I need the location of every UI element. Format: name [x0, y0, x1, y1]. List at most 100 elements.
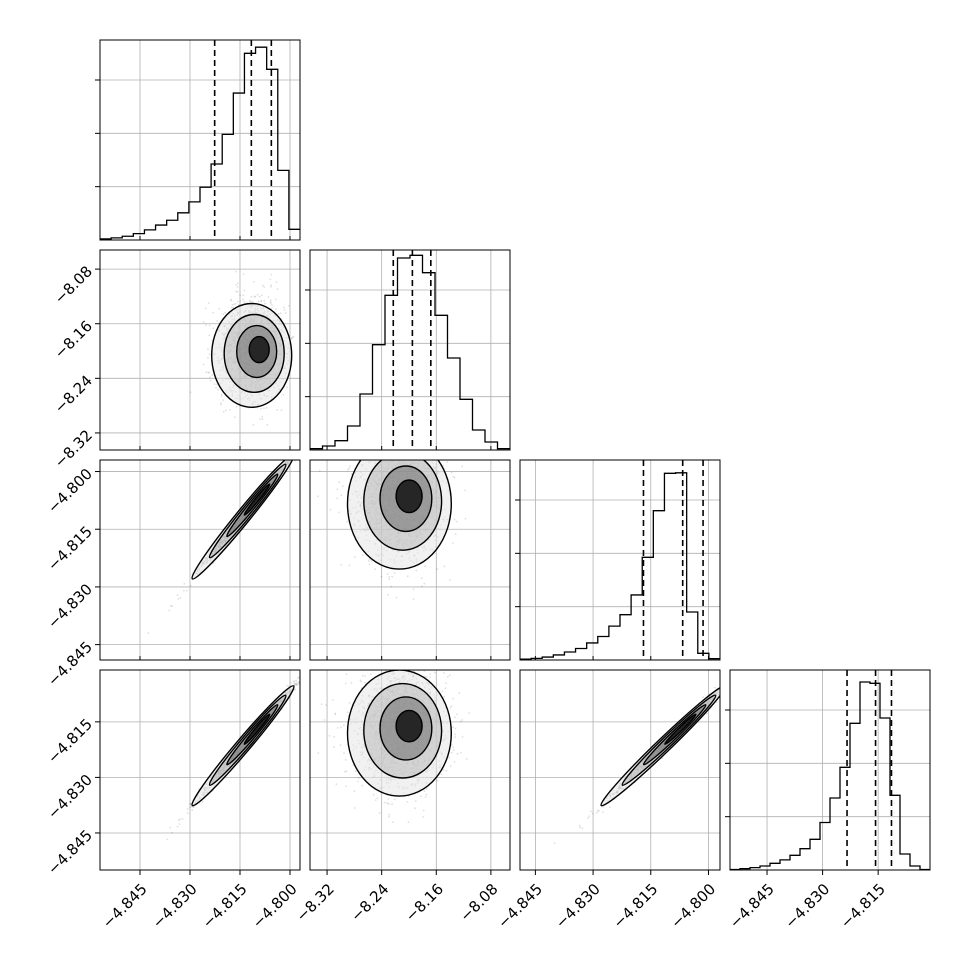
scatter-point: [252, 280, 255, 283]
scatter-point: [213, 383, 216, 385]
scatter-point: [237, 300, 239, 303]
scatter-point: [263, 286, 266, 288]
scatter-point: [401, 458, 403, 460]
scatter-point: [276, 288, 279, 290]
scatter-point: [291, 452, 293, 454]
scatter-point: [336, 488, 339, 491]
scatter-point: [243, 300, 246, 303]
scatter-point: [408, 445, 410, 447]
scatter-point: [338, 481, 341, 484]
scatter-point: [413, 426, 415, 428]
scatter-point: [386, 423, 388, 425]
scatter-point: [207, 371, 210, 374]
scatter-frame-2-0: [99, 459, 301, 661]
histogram-panel-1: [310, 250, 510, 450]
scatter-point: [264, 302, 266, 305]
scatter-point: [453, 476, 456, 479]
scatter-point: [283, 306, 285, 309]
scatter-point: [392, 456, 394, 458]
scatter-point: [292, 457, 294, 459]
scatter-point: [379, 415, 381, 417]
scatter-point: [313, 429, 315, 431]
histogram-frame-0: [95, 39, 301, 241]
scatter-point: [366, 431, 368, 433]
scatter-point: [395, 596, 398, 599]
scatter-point: [413, 457, 415, 459]
scatter-point: [277, 312, 280, 315]
contour-group: [191, 460, 295, 580]
scatter-point: [284, 312, 287, 314]
scatter-point: [420, 458, 422, 460]
scatter-point: [249, 300, 252, 303]
scatter-point: [433, 407, 435, 409]
scatter-point: [318, 470, 321, 472]
scatter-point: [367, 446, 369, 448]
scatter-point: [354, 436, 356, 438]
scatter-point: [171, 831, 174, 834]
scatter-point: [412, 598, 415, 600]
scatter-point: [453, 429, 455, 431]
scatter-point: [263, 299, 266, 302]
scatter-point: [340, 494, 343, 497]
scatter-point: [427, 388, 429, 390]
scatter-point: [370, 413, 372, 415]
scatter-point: [347, 468, 349, 471]
scatter-point: [295, 455, 297, 457]
scatter-point: [464, 489, 466, 492]
scatter-point: [425, 447, 427, 449]
scatter-point: [357, 442, 359, 444]
scatter-point: [202, 363, 205, 366]
scatter-point: [388, 575, 391, 578]
scatter-point: [242, 298, 244, 301]
scatter-point: [433, 452, 435, 454]
scatter-point: [452, 475, 455, 478]
axes-frame: [519, 459, 721, 661]
scatter-point: [424, 446, 426, 448]
scatter-point: [404, 458, 406, 460]
histogram-panel-3: [730, 670, 930, 870]
scatter-point: [290, 337, 293, 340]
scatter-point: [260, 294, 263, 297]
scatter-point: [374, 416, 376, 418]
scatter-point: [229, 409, 231, 411]
scatter-point: [290, 682, 293, 684]
scatter-point: [308, 675, 310, 677]
scatter-point: [290, 455, 292, 457]
scatter-point: [368, 457, 370, 459]
scatter-point: [419, 453, 421, 455]
scatter-point: [183, 583, 186, 585]
scatter-point: [409, 447, 411, 449]
scatter-point: [412, 454, 414, 456]
scatter-point: [261, 418, 264, 421]
scatter-point: [317, 495, 319, 498]
scatter-point: [418, 442, 420, 444]
scatter-point: [225, 409, 227, 412]
scatter-point: [207, 302, 210, 304]
scatter-point: [454, 457, 456, 459]
scatter-point: [415, 569, 418, 572]
scatter-point: [280, 409, 283, 411]
scatter-point: [421, 577, 423, 580]
scatter-point: [270, 302, 272, 304]
scatter-point: [394, 421, 396, 423]
scatter-point: [252, 424, 255, 426]
scatter-point: [250, 295, 253, 298]
scatter-point: [329, 508, 332, 511]
scatter-point: [233, 303, 236, 306]
scatter-point: [416, 440, 418, 442]
scatter-point: [449, 435, 451, 437]
scatter-point: [291, 457, 293, 459]
contour-level: [243, 483, 271, 516]
scatter-point: [402, 434, 404, 436]
scatter-point: [314, 657, 316, 659]
scatter-point: [220, 393, 223, 396]
scatter-point: [373, 420, 375, 422]
scatter-point: [406, 439, 408, 441]
axes-frame: [99, 39, 301, 241]
scatter-point: [391, 454, 393, 456]
scatter-point: [307, 678, 309, 680]
scatter-point: [171, 605, 173, 608]
scatter-point: [376, 426, 378, 428]
scatter-point: [443, 565, 446, 568]
scatter-point: [393, 451, 395, 453]
